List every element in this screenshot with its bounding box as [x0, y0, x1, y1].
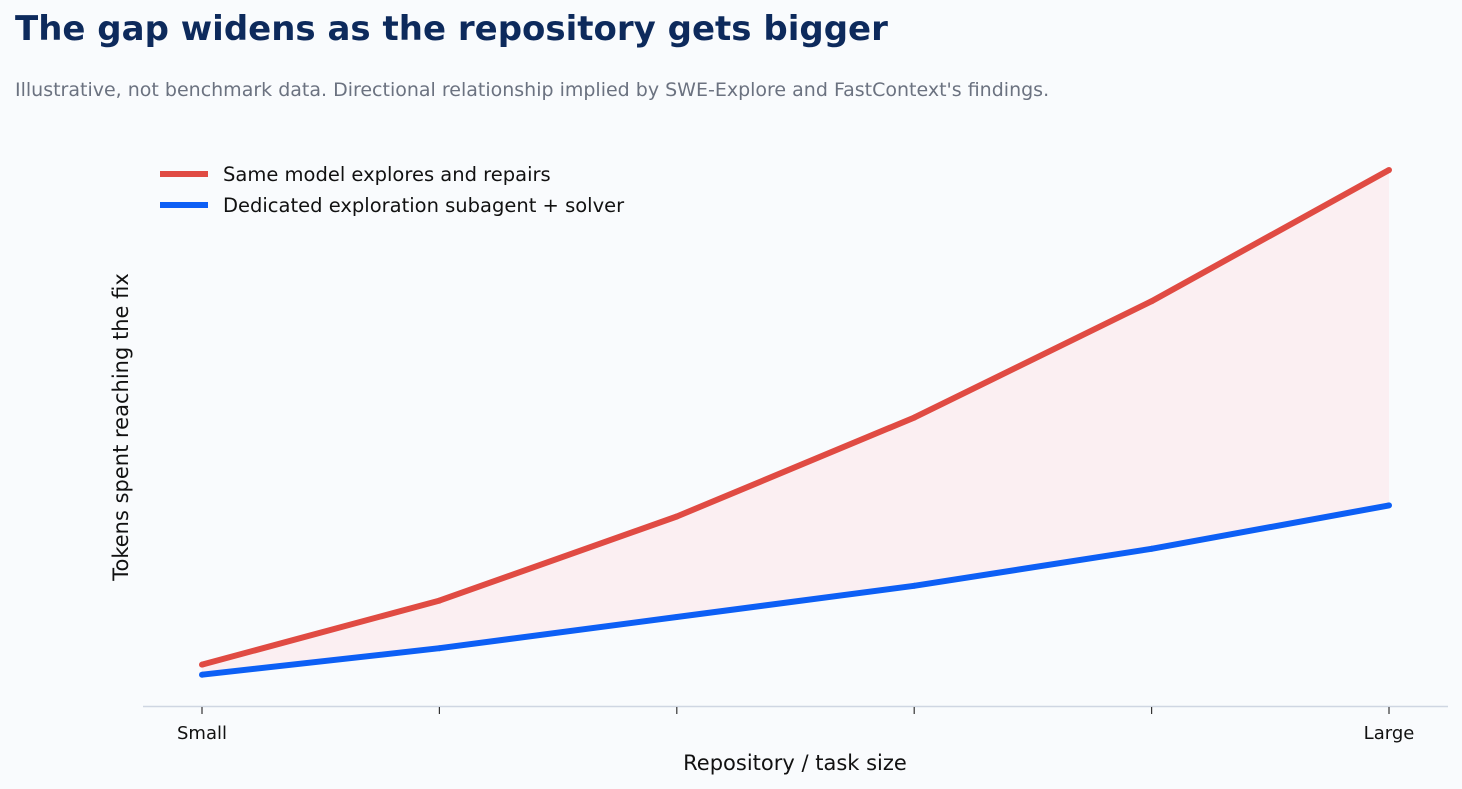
x-tick-label: Large: [1364, 723, 1415, 744]
series-1-point: [911, 582, 918, 589]
chart-subtitle: Illustrative, not benchmark data. Direct…: [15, 79, 1050, 101]
x-tick-label: Small: [177, 723, 227, 744]
series-0-point: [199, 661, 205, 668]
legend: Same model explores and repairs Dedicated…: [160, 163, 625, 217]
series-1-point: [199, 671, 205, 678]
series-0-point: [673, 513, 680, 520]
gap-fill-area: [202, 170, 1389, 675]
series-0-point: [436, 597, 443, 604]
series-1-point: [673, 614, 680, 620]
series-1-point: [1386, 502, 1392, 509]
series-1-point: [436, 645, 443, 652]
x-axis-ticks: [201, 707, 1390, 714]
y-axis-label: Tokens spent reaching the fix: [109, 273, 133, 582]
series-0-point: [911, 414, 918, 421]
chart-title: The gap widens as the repository gets bi…: [15, 9, 888, 49]
legend-label: Dedicated exploration subagent + solver: [223, 194, 625, 217]
series-0-point: [1148, 298, 1155, 305]
series-0-point: [1386, 167, 1392, 173]
x-axis-tick-labels: Small Large: [177, 723, 1414, 744]
gap-fill: [202, 170, 1389, 675]
legend-label: Same model explores and repairs: [223, 163, 551, 186]
series-lines: [199, 167, 1392, 678]
x-axis-label: Repository / task size: [683, 751, 907, 775]
series-line-0: [201, 167, 1391, 668]
series-line-1: [201, 502, 1390, 678]
series-1-point: [1148, 545, 1155, 552]
